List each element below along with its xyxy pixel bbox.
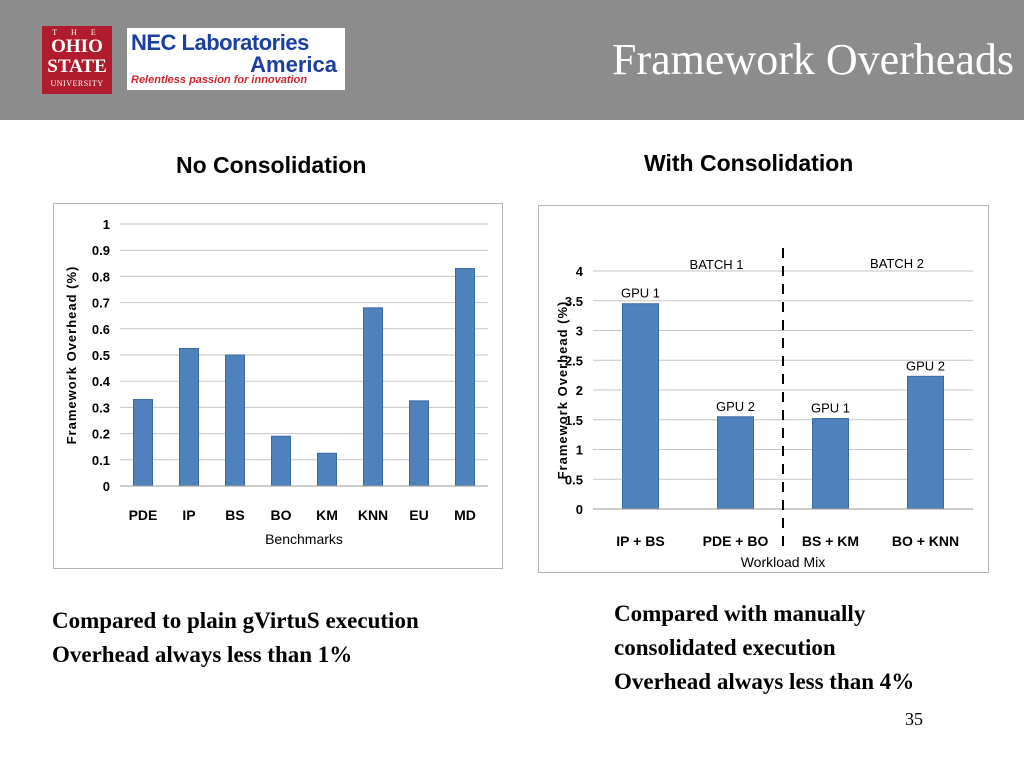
slide-header: T H E OHIO STATE UNIVERSITY NEC Laborato…	[0, 0, 1024, 120]
y-tick-label: 2	[576, 383, 583, 398]
x-tick-label: EU	[409, 507, 428, 523]
bar	[409, 400, 429, 487]
right-panel-heading: With Consolidation	[644, 150, 854, 176]
nec-logo-name: NEC Laboratories	[131, 30, 309, 55]
ohio-state-logo: T H E OHIO STATE UNIVERSITY	[42, 26, 112, 94]
right-caption: Compared with manually consolidated exec…	[614, 597, 914, 699]
bar	[717, 416, 754, 510]
y-tick-label: 0.8	[92, 269, 110, 284]
y-tick-label: 1	[576, 443, 583, 458]
y-tick-label: 0	[576, 502, 583, 517]
bar	[907, 375, 944, 510]
x-tick-label: IP + BS	[616, 533, 664, 549]
x-tick-label: KM	[316, 507, 338, 523]
x-tick-label: PDE + BO	[703, 533, 769, 549]
bar	[225, 354, 245, 487]
bar-label: GPU 1	[811, 401, 850, 416]
y-tick-label: 0	[103, 479, 110, 494]
left-caption-line: Compared to plain gVirtuS execution	[52, 608, 419, 633]
y-tick-label: 0.7	[92, 296, 110, 311]
left-chart-frame: 0 0.1 0.2 0.3 0.4 0.5 0.6 0.7 0.8 0.9 1 PDE IP BS BO KM…	[53, 203, 503, 569]
nec-labs-logo: NEC Laboratories America Relentless pass…	[127, 28, 345, 90]
osu-logo-ohio: OHIO	[51, 36, 103, 57]
y-tick-label: 3.5	[565, 294, 583, 309]
x-tick-label: BS	[225, 507, 244, 523]
osu-logo-the: T H E	[52, 28, 102, 37]
y-tick-label: 3	[576, 324, 583, 339]
bar-label: GPU 2	[906, 358, 945, 373]
y-tick-label: 1.5	[565, 413, 583, 428]
y-axis-label: Framework Overhead (%)	[555, 301, 570, 480]
y-tick-label: 0.5	[92, 348, 110, 363]
bar	[622, 303, 659, 510]
right-caption-line: consolidated execution	[614, 635, 836, 660]
y-tick-label: 0.6	[92, 322, 110, 337]
bar	[133, 399, 153, 487]
y-tick-label: 0.3	[92, 400, 110, 415]
bar	[812, 418, 849, 510]
page-number: 35	[905, 709, 923, 729]
y-tick-label: 0.2	[92, 427, 110, 442]
x-tick-label: PDE	[129, 507, 158, 523]
x-axis-label: Benchmarks	[265, 531, 343, 547]
y-tick-label: 2.5	[565, 353, 583, 368]
nec-logo-tagline: Relentless passion for innovation	[131, 74, 308, 86]
bar	[363, 307, 383, 487]
y-tick-label: 0.4	[92, 374, 111, 389]
y-tick-label: 0.5	[565, 472, 583, 487]
right-caption-line: Compared with manually	[614, 601, 866, 626]
bar	[271, 435, 291, 487]
no-consolidation-chart: 0 0.1 0.2 0.3 0.4 0.5 0.6 0.7 0.8 0.9 1 PDE IP BS BO KM…	[64, 217, 488, 547]
bar	[317, 452, 337, 487]
left-caption: Compared to plain gVirtuS execution Over…	[52, 604, 419, 672]
right-chart-frame: 0 0.5 1 1.5 2 2.5 3 3.5 4 IP + BS GPU 1 PDE + BO GPU…	[538, 205, 989, 573]
with-consolidation-chart: 0 0.5 1 1.5 2 2.5 3 3.5 4 IP + BS GPU 1 PDE + BO GPU…	[555, 248, 973, 570]
bar	[179, 347, 199, 487]
x-tick-label: BS + KM	[802, 533, 859, 549]
x-tick-label: IP	[182, 507, 195, 523]
x-tick-label: BO	[271, 507, 292, 523]
x-axis-label: Workload Mix	[741, 554, 826, 570]
bar-label: GPU 2	[716, 399, 755, 414]
y-tick-label: 1	[103, 217, 110, 232]
slide-title: Framework Overheads	[612, 35, 1014, 84]
y-tick-label: 0.9	[92, 243, 110, 258]
y-tick-label: 0.1	[92, 453, 110, 468]
left-panel-heading: No Consolidation	[176, 152, 367, 178]
y-tick-label: 4	[576, 264, 584, 279]
bar-label: GPU 1	[621, 286, 660, 301]
bar	[455, 268, 475, 487]
osu-logo-university: UNIVERSITY	[50, 79, 104, 88]
osu-logo-state: STATE	[47, 56, 107, 77]
left-caption-line: Overhead always less than 1%	[52, 642, 353, 667]
right-caption-line: Overhead always less than 4%	[614, 669, 915, 694]
x-tick-label: KNN	[358, 507, 388, 523]
x-tick-label: MD	[454, 507, 476, 523]
batch-label: BATCH 1	[690, 257, 744, 272]
y-axis-label: Framework Overhead (%)	[64, 266, 79, 445]
x-tick-label: BO + KNN	[892, 533, 959, 549]
batch-label: BATCH 2	[870, 256, 924, 271]
nec-logo-america: America	[250, 52, 337, 77]
